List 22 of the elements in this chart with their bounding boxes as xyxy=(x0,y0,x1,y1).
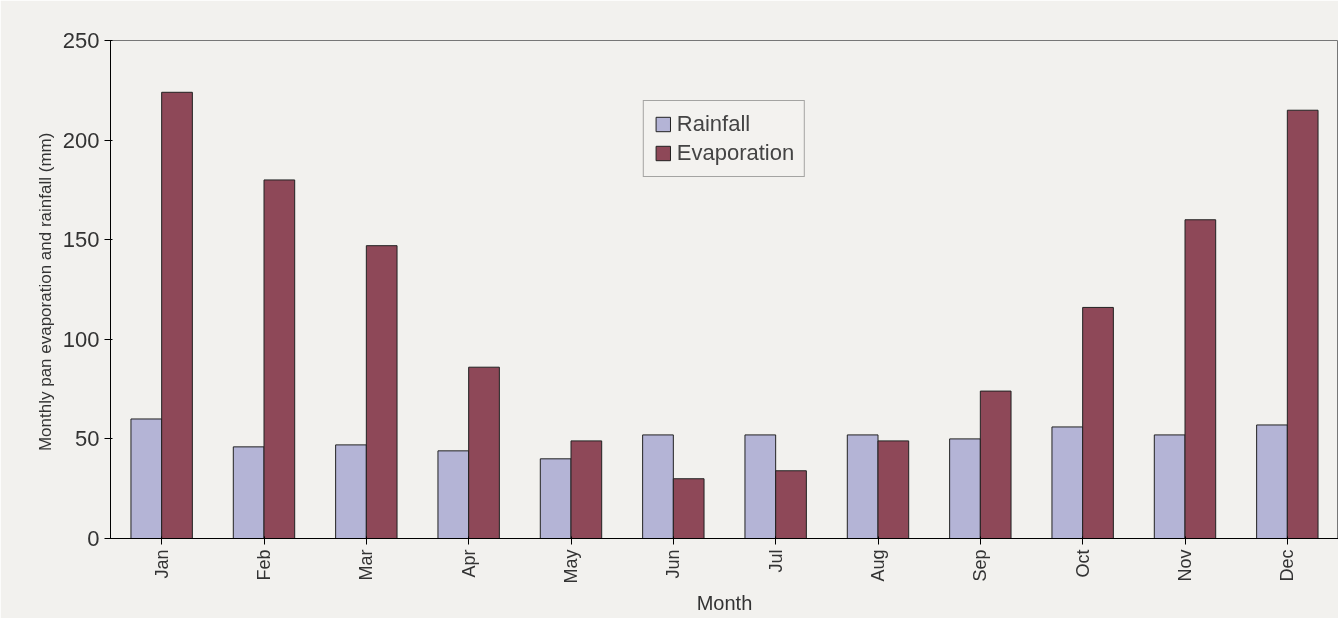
y-tick-label: 200 xyxy=(62,127,100,153)
y-tick-label: 150 xyxy=(62,227,100,253)
x-tick-label: Nov xyxy=(1175,549,1195,582)
x-tick-label: Jul xyxy=(765,549,786,573)
y-tick-label: 50 xyxy=(75,426,100,452)
x-tick-label: May xyxy=(561,549,581,584)
x-tick-label: Mar xyxy=(356,549,377,581)
y-tick-label: 250 xyxy=(62,28,100,53)
legend-label: Evaporation xyxy=(676,140,795,166)
y-tick-label: 0 xyxy=(87,526,100,551)
y-tick-label: 100 xyxy=(62,326,100,352)
x-tick-label: Feb xyxy=(254,549,274,581)
x-tick-label: Apr xyxy=(458,549,479,578)
x-tick-label: Oct xyxy=(1072,549,1093,578)
legend-label: Rainfall xyxy=(676,111,751,137)
x-tick-label: Jan xyxy=(151,549,172,579)
x-axis-title: Month xyxy=(696,591,753,614)
y-axis-title: Monthly pan evaporation and rainfall (mm) xyxy=(35,132,55,452)
x-tick-label: Aug xyxy=(868,549,888,582)
x-tick-label: Dec xyxy=(1277,549,1298,582)
x-tick-label: Sep xyxy=(970,549,991,582)
x-tick-label: Jun xyxy=(663,549,684,579)
